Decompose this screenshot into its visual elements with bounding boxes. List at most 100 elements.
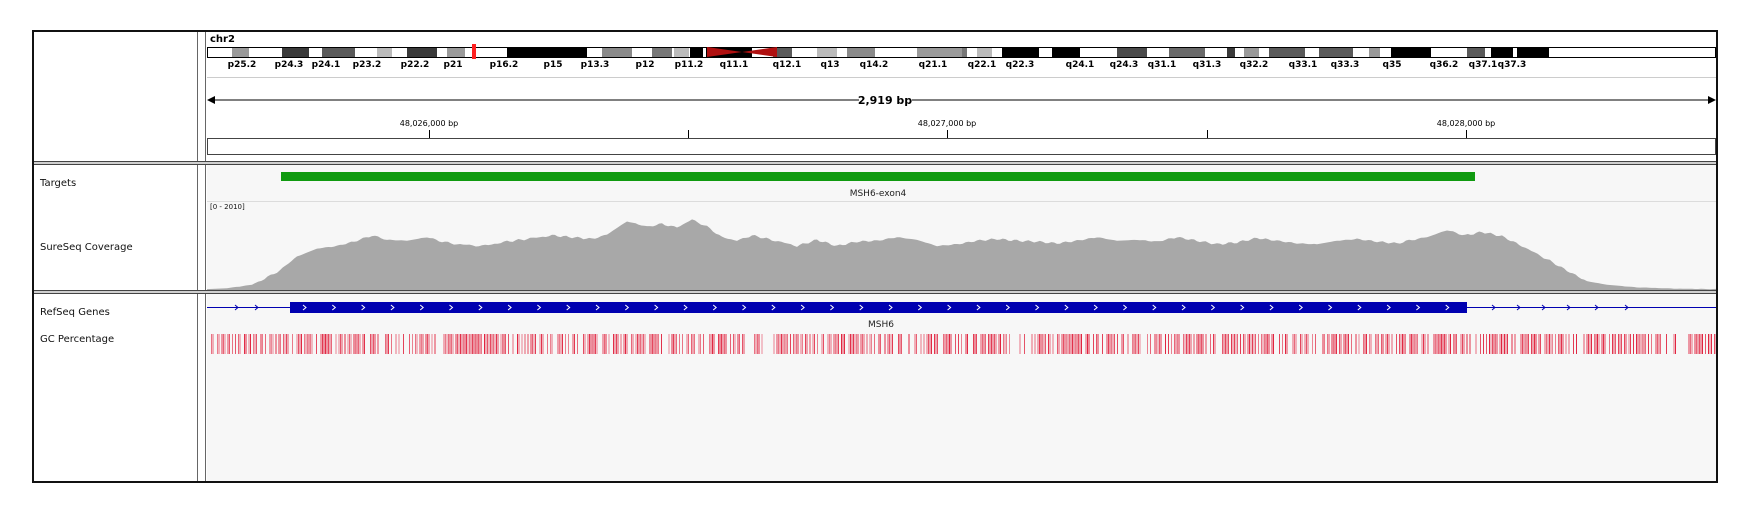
gc-bar bbox=[1417, 334, 1418, 354]
gc-bar bbox=[1642, 334, 1643, 354]
top-data-panel[interactable]: MSH6-exon4 [0 - 2010] bbox=[207, 165, 1716, 290]
gc-bar bbox=[467, 334, 469, 354]
gc-bar bbox=[614, 334, 616, 354]
gc-bar bbox=[1532, 334, 1534, 354]
gc-bar bbox=[625, 334, 626, 354]
gc-percentage-track[interactable] bbox=[207, 334, 1716, 354]
gc-bar bbox=[1561, 334, 1562, 354]
strand-arrow bbox=[1491, 304, 1496, 311]
gc-bar bbox=[427, 334, 428, 354]
gc-bar bbox=[833, 334, 835, 354]
panel-divider-1[interactable] bbox=[34, 161, 1716, 165]
gc-bar bbox=[1160, 334, 1162, 354]
gc-bar bbox=[565, 334, 566, 354]
gc-bar bbox=[733, 334, 734, 354]
gc-bar bbox=[593, 334, 595, 354]
gc-bar bbox=[995, 334, 997, 354]
gc-bar bbox=[1214, 334, 1216, 354]
ideogram-band bbox=[1517, 48, 1549, 57]
gc-bar bbox=[271, 334, 272, 354]
gc-bar bbox=[550, 334, 551, 354]
gc-bar bbox=[388, 334, 389, 354]
gc-bar bbox=[1052, 334, 1054, 354]
gc-bar bbox=[1475, 334, 1477, 354]
gc-bar bbox=[253, 334, 254, 354]
gc-bar bbox=[1697, 334, 1699, 354]
strand-arrow bbox=[712, 304, 717, 311]
coverage-track[interactable] bbox=[207, 202, 1716, 290]
gc-bar bbox=[256, 334, 257, 354]
coverage-range-label: [0 - 2010] bbox=[210, 203, 245, 211]
gc-bar bbox=[835, 334, 836, 354]
gc-bar bbox=[1069, 334, 1070, 354]
gc-bar bbox=[1114, 334, 1115, 354]
gc-bar bbox=[356, 334, 358, 354]
gc-bar bbox=[493, 334, 494, 354]
gc-bar bbox=[211, 334, 212, 354]
strand-arrow bbox=[390, 304, 395, 311]
gc-bar bbox=[688, 334, 689, 354]
gc-bar bbox=[1106, 334, 1108, 354]
gc-bar bbox=[344, 334, 346, 354]
gc-bar bbox=[812, 334, 814, 354]
gc-bar bbox=[1075, 334, 1076, 354]
strand-arrow bbox=[1541, 304, 1546, 311]
chromosome-ideogram[interactable]: p25.2 p24.3 p24.1 p23.2 p22.2 p21 p16.2 p15 p13.… bbox=[207, 44, 1716, 80]
gc-track-label[interactable]: GC Percentage bbox=[40, 334, 115, 345]
coverage-track-label[interactable]: SureSeq Coverage bbox=[40, 242, 133, 253]
targets-track[interactable]: MSH6-exon4 bbox=[207, 165, 1716, 205]
gc-bar bbox=[1093, 334, 1094, 354]
gc-bar bbox=[1088, 334, 1090, 354]
gc-bar bbox=[1546, 334, 1547, 354]
gc-bar bbox=[652, 334, 653, 354]
feature-data-panel[interactable]: MSH6 bbox=[207, 294, 1716, 481]
gc-bar bbox=[682, 334, 683, 354]
band-label: q22.1 bbox=[968, 60, 997, 70]
gc-bar bbox=[449, 334, 451, 354]
refseq-track[interactable]: MSH6 bbox=[207, 294, 1716, 330]
gc-bar bbox=[989, 334, 991, 354]
gc-bar bbox=[235, 334, 236, 354]
gc-bar bbox=[1346, 334, 1348, 354]
gc-bar bbox=[730, 334, 731, 354]
ruler[interactable]: 2,919 bp 48,026,000 bp 48,027,000 bp 48,02… bbox=[207, 78, 1716, 160]
gc-bar bbox=[1343, 334, 1345, 354]
gc-bar bbox=[385, 334, 386, 354]
gc-bar bbox=[976, 334, 977, 354]
gc-bar bbox=[1460, 334, 1462, 354]
gc-bar bbox=[451, 334, 452, 354]
gc-bar bbox=[710, 334, 712, 354]
band-label: q12.1 bbox=[773, 60, 802, 70]
gc-bar bbox=[635, 334, 637, 354]
gc-bar bbox=[328, 334, 329, 354]
gc-bar bbox=[1265, 334, 1267, 354]
strand-arrow bbox=[1123, 304, 1128, 311]
gc-bar bbox=[1064, 334, 1066, 354]
panel-divider-2[interactable] bbox=[34, 290, 1716, 294]
ideogram-band bbox=[232, 48, 249, 57]
gc-bar bbox=[1402, 334, 1403, 354]
ideogram-band bbox=[407, 48, 437, 57]
target-feature-msh6-exon4[interactable] bbox=[281, 172, 1475, 181]
gc-bar bbox=[1307, 334, 1309, 354]
gc-bar bbox=[754, 334, 755, 354]
gc-bar bbox=[1448, 334, 1450, 354]
gc-bar bbox=[1264, 334, 1265, 354]
attribute-column bbox=[198, 32, 206, 162]
targets-track-label[interactable]: Targets bbox=[40, 178, 77, 189]
refseq-track-label[interactable]: RefSeq Genes bbox=[40, 307, 110, 318]
gene-exon-msh6[interactable] bbox=[290, 302, 1467, 313]
gc-bar bbox=[1514, 334, 1516, 354]
gc-bar bbox=[1174, 334, 1175, 354]
gc-bar bbox=[1009, 334, 1010, 354]
gc-bar bbox=[296, 334, 298, 354]
gc-bar bbox=[1201, 334, 1202, 354]
strand-arrow bbox=[1240, 304, 1245, 311]
gc-bar bbox=[1312, 334, 1313, 354]
gc-bar bbox=[1462, 334, 1463, 354]
gc-bar bbox=[1127, 334, 1129, 354]
gc-bar bbox=[725, 334, 727, 354]
header-data-panel[interactable]: chr2 p25.2 p24.3 p24.1 p23.2 p22.2 p21 p16.2 p1… bbox=[207, 32, 1716, 162]
current-view-marker[interactable] bbox=[472, 44, 476, 59]
gc-bar bbox=[1150, 334, 1151, 354]
